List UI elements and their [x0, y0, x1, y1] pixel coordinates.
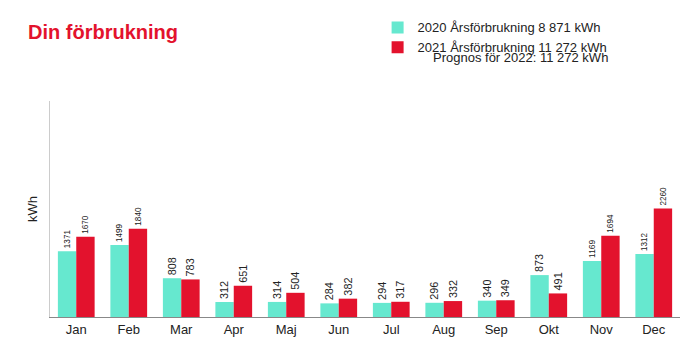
svg-text:1840: 1840 — [134, 207, 143, 226]
svg-text:382: 382 — [342, 278, 354, 296]
svg-text:491: 491 — [552, 272, 564, 290]
svg-text:873: 873 — [533, 254, 545, 272]
svg-text:Nov: Nov — [590, 322, 614, 337]
svg-text:2021 Årsförbrukning 11 272 kWh: 2021 Årsförbrukning 11 272 kWh — [418, 40, 607, 55]
svg-text:1670: 1670 — [81, 215, 90, 234]
svg-text:783: 783 — [184, 258, 196, 276]
svg-text:294: 294 — [376, 282, 388, 300]
svg-text:504: 504 — [289, 272, 301, 290]
svg-text:312: 312 — [218, 281, 230, 299]
svg-text:Jul: Jul — [383, 322, 400, 337]
svg-text:808: 808 — [166, 257, 178, 275]
svg-text:1499: 1499 — [115, 223, 124, 242]
svg-text:Jan: Jan — [66, 322, 87, 337]
svg-text:651: 651 — [237, 265, 249, 283]
svg-text:1371: 1371 — [63, 230, 72, 249]
svg-text:2020 Årsförbrukning 8 871 kWh: 2020 Årsförbrukning 8 871 kWh — [418, 20, 601, 35]
svg-text:Feb: Feb — [118, 322, 140, 337]
svg-text:340: 340 — [481, 280, 493, 298]
svg-text:Aug: Aug — [432, 322, 455, 337]
svg-text:Jun: Jun — [328, 322, 349, 337]
svg-text:1312: 1312 — [640, 232, 649, 251]
svg-text:Apr: Apr — [224, 322, 245, 337]
svg-text:1694: 1694 — [606, 214, 615, 233]
svg-text:kWh: kWh — [25, 196, 40, 222]
svg-text:Maj: Maj — [276, 322, 297, 337]
svg-text:284: 284 — [323, 282, 335, 300]
svg-text:332: 332 — [447, 280, 459, 298]
svg-text:Mar: Mar — [170, 322, 193, 337]
svg-text:Okt: Okt — [539, 322, 560, 337]
svg-text:296: 296 — [428, 282, 440, 300]
svg-text:317: 317 — [394, 281, 406, 299]
svg-text:2260: 2260 — [659, 187, 668, 206]
svg-text:Dec: Dec — [642, 322, 666, 337]
svg-text:314: 314 — [271, 281, 283, 299]
svg-text:Sep: Sep — [485, 322, 508, 337]
svg-text:1169: 1169 — [587, 239, 597, 257]
svg-text:Prognos för 2022: 11 272 kWh: Prognos för 2022: 11 272 kWh — [433, 50, 608, 65]
svg-text:Din förbrukning: Din förbrukning — [28, 21, 178, 43]
svg-text:349: 349 — [499, 279, 511, 297]
